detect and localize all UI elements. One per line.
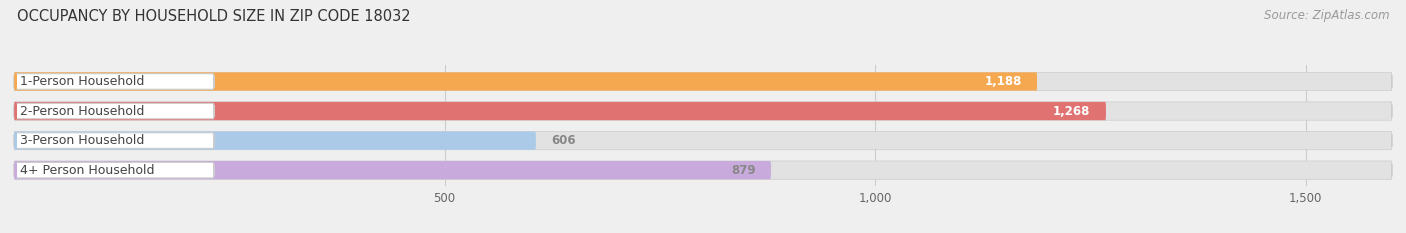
FancyBboxPatch shape — [15, 103, 214, 119]
Text: 1-Person Household: 1-Person Household — [21, 75, 145, 88]
FancyBboxPatch shape — [15, 133, 214, 148]
Text: OCCUPANCY BY HOUSEHOLD SIZE IN ZIP CODE 18032: OCCUPANCY BY HOUSEHOLD SIZE IN ZIP CODE … — [17, 9, 411, 24]
Text: 2-Person Household: 2-Person Household — [21, 105, 145, 117]
FancyBboxPatch shape — [14, 161, 770, 179]
Text: 4+ Person Household: 4+ Person Household — [21, 164, 155, 177]
FancyBboxPatch shape — [15, 162, 214, 178]
Text: 3-Person Household: 3-Person Household — [21, 134, 145, 147]
FancyBboxPatch shape — [14, 102, 1392, 120]
Text: 1,188: 1,188 — [984, 75, 1022, 88]
FancyBboxPatch shape — [14, 72, 1038, 91]
FancyBboxPatch shape — [15, 74, 214, 89]
FancyBboxPatch shape — [14, 72, 1392, 91]
Text: Source: ZipAtlas.com: Source: ZipAtlas.com — [1264, 9, 1389, 22]
FancyBboxPatch shape — [14, 161, 1392, 179]
FancyBboxPatch shape — [14, 131, 1392, 150]
FancyBboxPatch shape — [14, 131, 536, 150]
Text: 606: 606 — [551, 134, 576, 147]
Text: 879: 879 — [731, 164, 755, 177]
FancyBboxPatch shape — [14, 102, 1107, 120]
Text: 1,268: 1,268 — [1053, 105, 1091, 117]
